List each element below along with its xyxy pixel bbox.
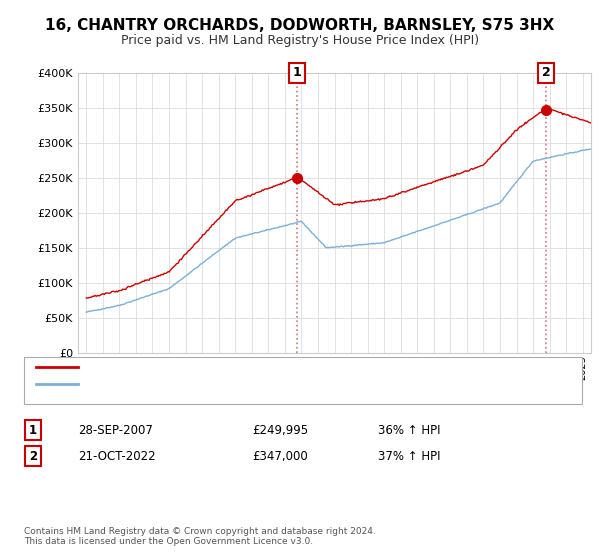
Text: £249,995: £249,995 bbox=[252, 423, 308, 437]
Text: 1: 1 bbox=[293, 66, 302, 80]
Text: 16, CHANTRY ORCHARDS, DODWORTH, BARNSLEY, S75 3HX: 16, CHANTRY ORCHARDS, DODWORTH, BARNSLEY… bbox=[46, 18, 554, 32]
Text: 37% ↑ HPI: 37% ↑ HPI bbox=[378, 450, 440, 463]
Text: £347,000: £347,000 bbox=[252, 450, 308, 463]
Text: 28-SEP-2007: 28-SEP-2007 bbox=[78, 423, 153, 437]
Text: 16, CHANTRY ORCHARDS, DODWORTH, BARNSLEY, S75 3HX (detached house): 16, CHANTRY ORCHARDS, DODWORTH, BARNSLEY… bbox=[87, 362, 524, 372]
Text: Contains HM Land Registry data © Crown copyright and database right 2024.
This d: Contains HM Land Registry data © Crown c… bbox=[24, 526, 376, 546]
Text: 21-OCT-2022: 21-OCT-2022 bbox=[78, 450, 155, 463]
Text: 36% ↑ HPI: 36% ↑ HPI bbox=[378, 423, 440, 437]
Text: 1: 1 bbox=[29, 423, 37, 437]
Text: 2: 2 bbox=[29, 450, 37, 463]
Text: Price paid vs. HM Land Registry's House Price Index (HPI): Price paid vs. HM Land Registry's House … bbox=[121, 34, 479, 47]
Text: HPI: Average price, detached house, Barnsley: HPI: Average price, detached house, Barn… bbox=[87, 379, 342, 389]
Text: 2: 2 bbox=[542, 66, 551, 80]
